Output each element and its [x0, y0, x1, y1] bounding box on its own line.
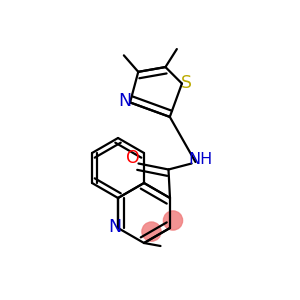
Text: O: O: [126, 149, 140, 167]
Text: N: N: [119, 92, 132, 110]
Text: N: N: [108, 218, 121, 236]
Text: NH: NH: [188, 152, 213, 166]
Circle shape: [164, 211, 183, 230]
Circle shape: [142, 222, 161, 241]
Text: S: S: [181, 74, 192, 92]
